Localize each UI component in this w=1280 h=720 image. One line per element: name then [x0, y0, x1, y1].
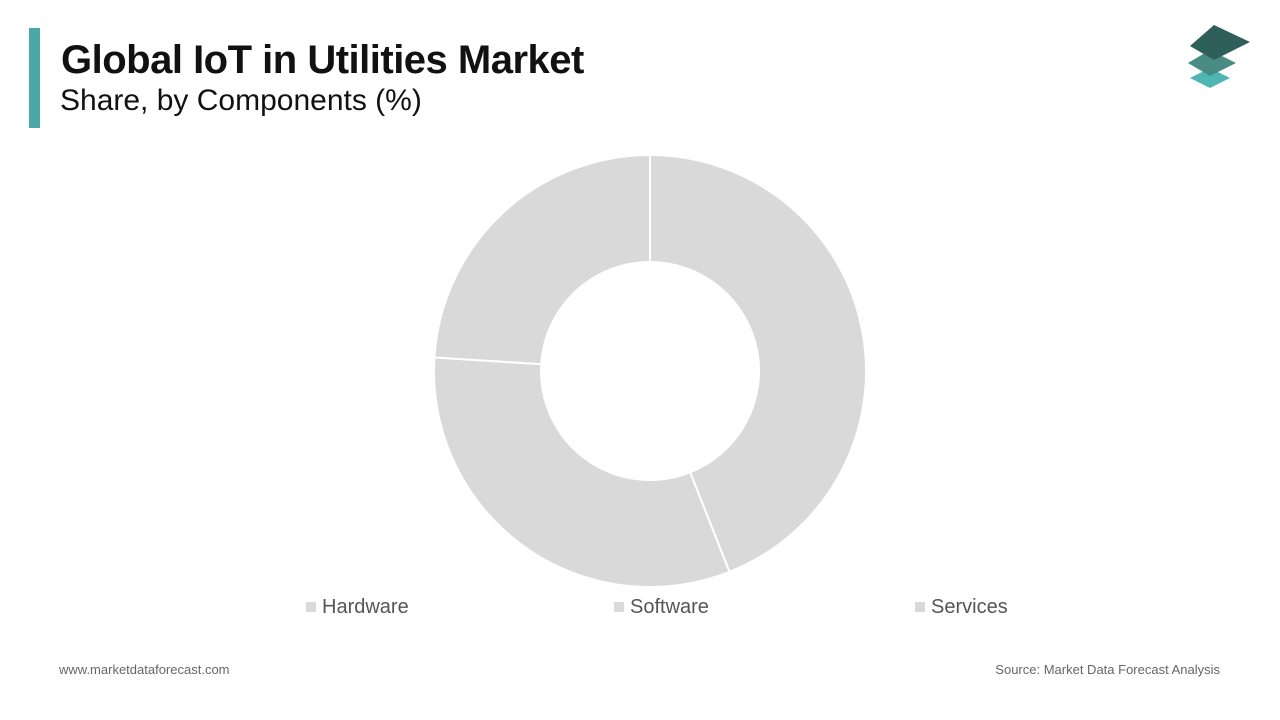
legend-item-services: Services — [915, 596, 1008, 618]
legend-item-hardware: Hardware — [306, 596, 409, 618]
logo-bottom-layer — [1190, 68, 1230, 88]
legend-label-software: Software — [630, 595, 709, 618]
footer-source: Source: Market Data Forecast Analysis — [995, 662, 1220, 677]
logo-top-layer — [1190, 25, 1250, 60]
footer-website[interactable]: www.marketdataforecast.com — [59, 662, 230, 677]
legend-label-services: Services — [931, 595, 1008, 618]
legend-item-software: Software — [614, 596, 709, 618]
stacked-layers-logo-icon — [1188, 25, 1250, 88]
donut-slice-services — [433, 153, 651, 366]
chart-subtitle: Share, by Components (%) — [60, 84, 422, 117]
chart-title: Global IoT in Utilities Market — [61, 38, 584, 82]
donut-slice-software — [433, 356, 731, 588]
legend-swatch-software — [614, 602, 624, 612]
accent-bar — [29, 28, 40, 128]
legend-swatch-hardware — [306, 602, 316, 612]
logo-middle-layer — [1188, 50, 1236, 76]
donut-slices — [433, 153, 867, 588]
legend-label-hardware: Hardware — [322, 595, 409, 618]
donut-slice-hardware — [649, 153, 867, 574]
legend-swatch-services — [915, 602, 925, 612]
